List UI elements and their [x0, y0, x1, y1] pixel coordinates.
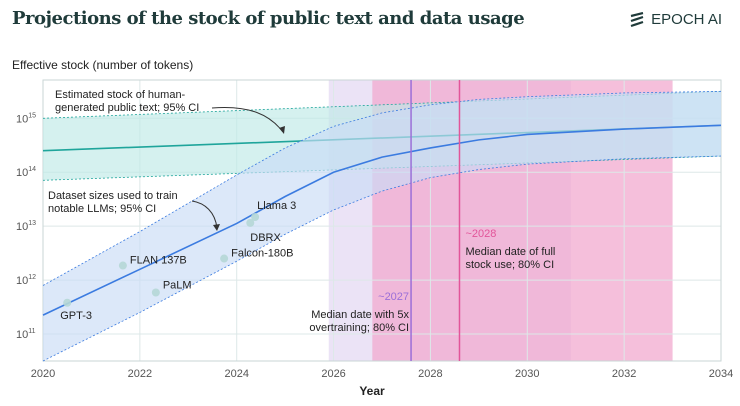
annotation-arrow [191, 200, 218, 229]
x-tick-label: 2026 [321, 368, 345, 380]
ci-lower-line [42, 155, 722, 362]
y-tick-label: 1013 [16, 220, 36, 233]
interval-label: stock use; 80% CI [465, 259, 554, 271]
data-point [118, 261, 127, 270]
y-tick-label: 1011 [16, 328, 36, 341]
interval-label: Median date with 5x [311, 309, 409, 321]
arrow-head-icon [279, 126, 285, 134]
x-tick-label: 2022 [128, 368, 152, 380]
ci-band [43, 91, 721, 361]
annotation-text: notable LLMs; 95% CI [48, 203, 156, 215]
annotation-text: Dataset sizes used to train [48, 190, 178, 202]
y-tick-label: 1012 [16, 274, 36, 287]
x-tick-label: 2034 [709, 368, 733, 380]
annotation-text: Estimated stock of human- [55, 89, 186, 101]
x-axis-label: Year [359, 384, 385, 398]
data-point [63, 298, 72, 307]
interval-label: overtraining; 80% CI [309, 322, 409, 334]
point-label: Falcon-180B [231, 248, 293, 260]
x-tick-label: 2020 [31, 368, 55, 380]
point-label: Llama 3 [257, 200, 296, 212]
plot-frame [42, 79, 722, 362]
median-label: ~2027 [378, 291, 409, 303]
annotation-arrow [211, 106, 284, 133]
brand-logo: EPOCH AI [629, 11, 722, 28]
x-tick-label: 2024 [224, 368, 248, 380]
data-point [251, 212, 260, 221]
y-tick-label: 1015 [16, 112, 36, 125]
interval-label: Median date of full [465, 246, 555, 258]
chart-title: Projections of the stock of public text … [12, 8, 525, 29]
point-label: GPT-3 [60, 310, 92, 322]
epoch-logo-icon [630, 11, 644, 27]
data-point [220, 254, 229, 263]
annotation-text: generated public text; 95% CI [55, 102, 199, 114]
data-point [246, 218, 255, 227]
arrow-head-icon [213, 224, 220, 231]
median-label: ~2028 [465, 228, 496, 240]
series-line [42, 124, 722, 316]
brand-name: EPOCH AI [651, 11, 722, 28]
x-tick-label: 2028 [418, 368, 442, 380]
data-point [151, 288, 160, 297]
y-tick-label: 1014 [16, 166, 36, 179]
x-tick-label: 2030 [515, 368, 539, 380]
ci-upper-line [42, 90, 722, 286]
point-label: PaLM [163, 280, 192, 292]
ci-lower-line [42, 155, 722, 181]
x-tick-label: 2032 [612, 368, 636, 380]
point-label: DBRX [250, 232, 281, 244]
y-axis-label: Effective stock (number of tokens) [12, 58, 194, 72]
point-label: FLAN 137B [130, 255, 187, 267]
